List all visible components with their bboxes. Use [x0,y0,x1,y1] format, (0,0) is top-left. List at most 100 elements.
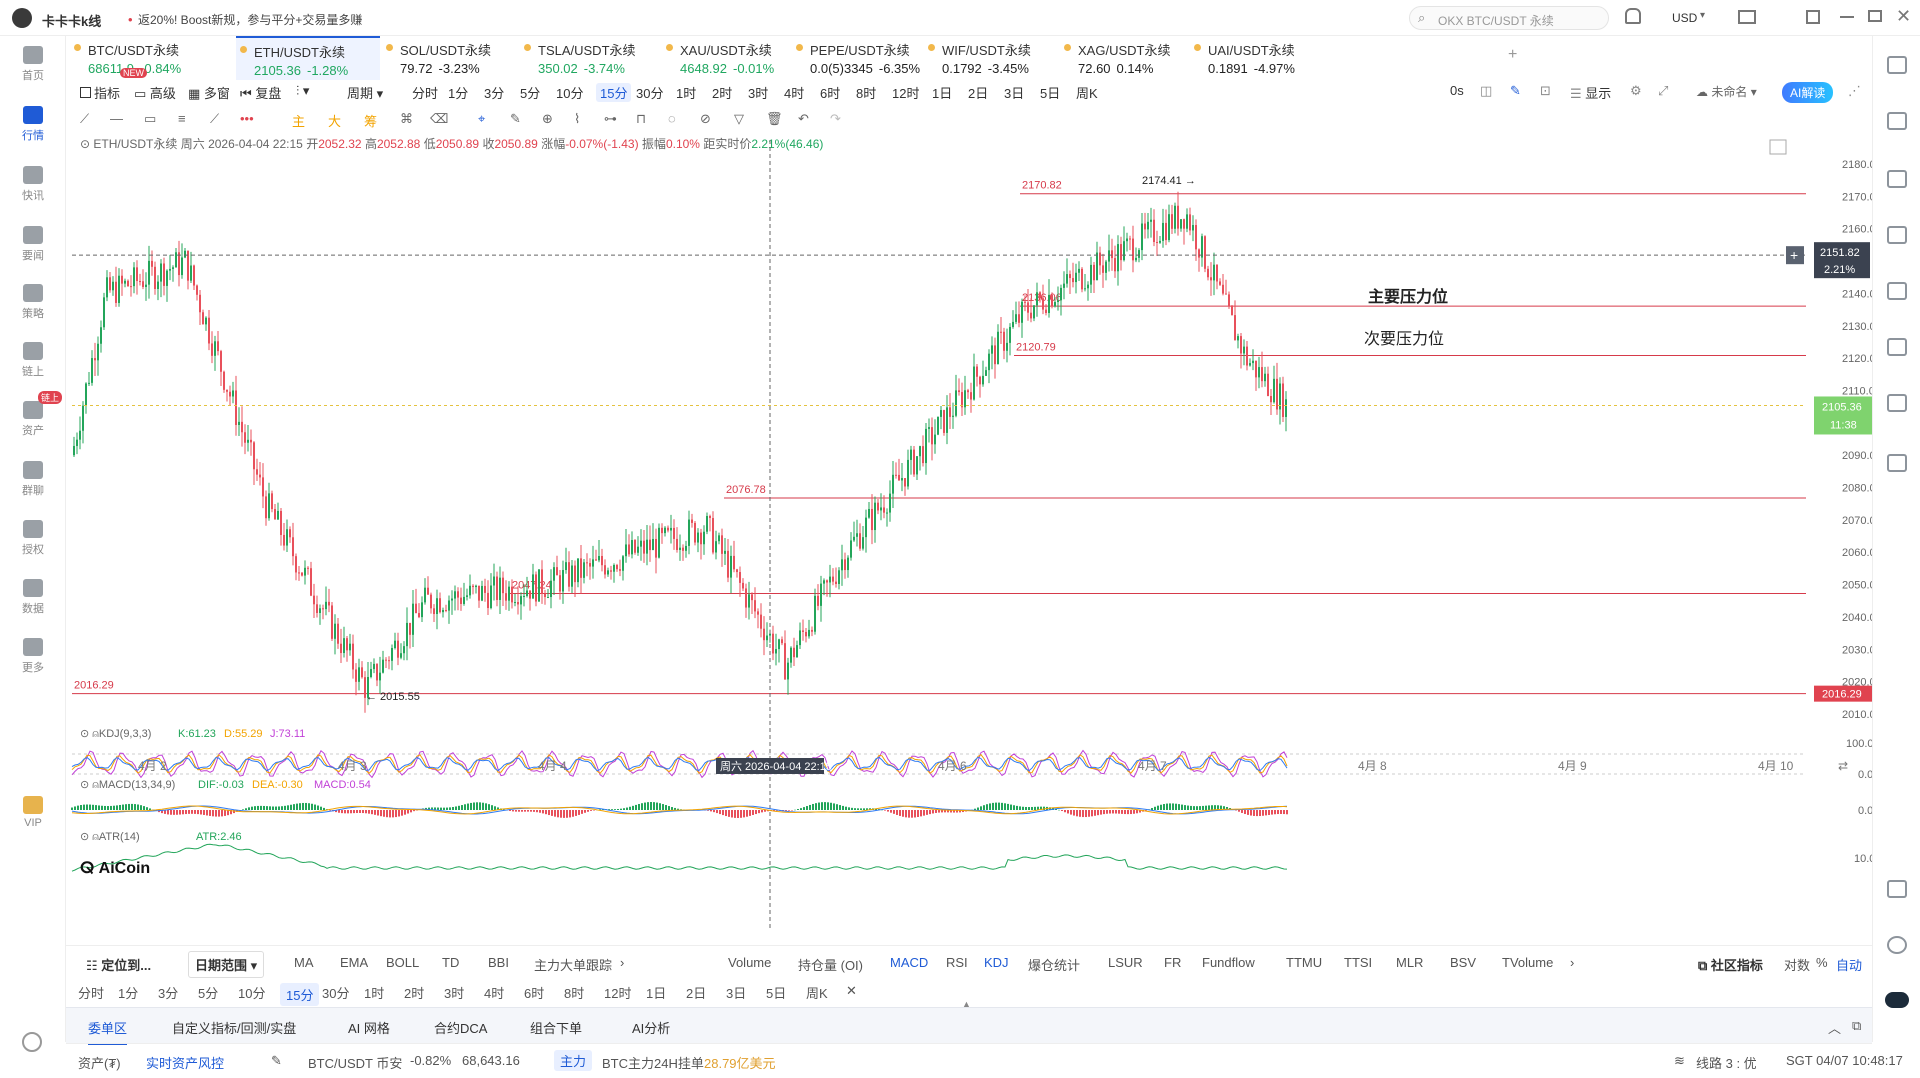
nav-item-11[interactable]: VIP [0,796,66,829]
ticker-tab[interactable]: BTC/USDT永续 68611.9 -0.84% NEW [70,36,226,80]
search-input[interactable]: ⌕ OKX BTC/USDT 永续 [1409,6,1609,30]
window-pin-icon[interactable] [1806,10,1820,24]
sub-indicator-持仓量 (OI)[interactable]: 持仓量 (OI) [798,958,863,973]
grid-icon[interactable] [1887,56,1907,74]
sub-indicator-BSV[interactable]: BSV [1450,955,1477,970]
fullscreen-icon[interactable]: ⤢ [1658,83,1669,98]
panel-tab-3[interactable]: 合约DCA [434,1021,488,1036]
sub-indicator-KDJ[interactable]: KDJ [984,955,1009,970]
sub-indicator-Volume[interactable]: Volume [728,955,772,970]
ticker-tab[interactable]: PEPE/USDT永续 0.0(5)3345 -6.35% [792,36,922,80]
pen-icon[interactable]: ✎ [1510,83,1521,98]
mail-icon[interactable] [1738,10,1756,24]
collapse-icon[interactable]: ⊙ [80,137,94,151]
ai-interpret-button[interactable]: AI解读 [1782,82,1834,103]
crosshair-plus-icon[interactable] [1786,246,1804,265]
interval-1日[interactable]: 1日 [932,86,953,101]
nav-item-3[interactable]: 要闻 [0,226,66,263]
interval-3分[interactable]: 3分 [484,86,505,101]
sub-indicator-TTSI[interactable]: TTSI [1344,955,1373,970]
main-indicator-BOLL[interactable]: BOLL [386,955,420,970]
nav-item-6[interactable]: 资产 链上 [0,391,66,438]
exchange-icon[interactable] [1887,454,1907,472]
chart-type-button[interactable]: ⫶ ▾ [296,83,309,99]
nav-item-2[interactable]: 快讯 [0,166,66,203]
replay-button[interactable]: ⏮ 复盘 [240,86,282,101]
settings-icon[interactable]: ⚙ [1630,83,1642,98]
close-icon[interactable]: ✕ [1896,6,1912,26]
ticker-tab[interactable]: WIF/USDT永续 0.1792 -3.45% [924,36,1058,80]
add-tab-icon[interactable]: + [1508,46,1518,63]
bottom-interval-12时[interactable]: 12时 [604,986,632,1001]
zoom-icon[interactable]: ⊕ [542,111,553,126]
bell-icon[interactable] [1625,8,1641,24]
eraser-icon[interactable]: ⌫ [430,111,449,126]
bottom-interval-1日[interactable]: 1日 [646,986,667,1001]
monitor-icon[interactable] [1887,282,1907,300]
panel-icon[interactable] [1887,880,1907,898]
trend-icon[interactable] [1887,226,1907,244]
sub-indicator-Fundflow[interactable]: Fundflow [1202,955,1255,970]
nav-item-8[interactable]: 授权 [0,520,66,557]
channel-icon[interactable]: ≡ [178,111,186,126]
bottom-interval-2时[interactable]: 2时 [404,986,425,1001]
document-icon[interactable] [1887,112,1907,130]
interval-6时[interactable]: 6时 [820,86,841,101]
dots-icon[interactable]: ••• [240,111,254,126]
bottom-interval-周K[interactable]: 周K [806,986,828,1001]
main-indicator-EMA[interactable]: EMA [340,955,369,970]
trendline-icon[interactable]: ⟋ [80,111,90,126]
ticker-tab[interactable]: ETH/USDT永续 2105.36 -1.28% [236,36,380,80]
kdj-title[interactable]: ⊙ ⍝KDJ(9,3,3) [80,728,151,740]
pair-name[interactable]: BTC/USDT 币安 [308,1056,403,1071]
route-status[interactable]: 线路 3 : 优 [1696,1056,1757,1071]
hline-icon[interactable]: — [110,111,123,126]
interval-2日[interactable]: 2日 [968,86,989,101]
panel-tab-1[interactable]: 自定义指标/回测/实盘 [172,1021,297,1036]
etf-icon[interactable] [1887,338,1907,356]
brush-icon[interactable]: ⌇ [574,111,581,126]
interval-15分[interactable]: 15分 [596,83,632,102]
rect-icon[interactable]: ▭ [144,111,157,126]
chip-toggle[interactable]: 筹 [364,114,378,129]
auto-toggle[interactable]: 自动 [1836,958,1863,973]
nav-item-1[interactable]: 行情 [0,106,66,143]
main-indicator-主力大单跟踪[interactable]: 主力大单跟踪 [534,958,613,973]
maximize-icon[interactable] [1868,10,1882,22]
major-resistance-label[interactable]: 主要压力位 [1368,287,1448,306]
main-indicator-more-icon[interactable]: › [620,955,625,970]
link-icon[interactable]: ⊘ [700,111,711,126]
axis-corner-icon[interactable]: ⇄ [1838,759,1848,773]
indicator-button[interactable]: 指标 [80,83,120,102]
trash-icon[interactable]: 🗑 [766,111,783,126]
interval-5分[interactable]: 5分 [520,86,541,101]
dollar-icon[interactable] [1887,170,1907,188]
bottom-interval-8时[interactable]: 8时 [564,986,585,1001]
filter-icon[interactable]: ▽ [734,111,744,126]
sub-indicator-爆仓统计[interactable]: 爆仓统计 [1028,958,1081,973]
close-interval-bar-icon[interactable]: ✕ [846,983,857,998]
advanced-button[interactable]: ▭ 高级 [134,86,176,101]
main-indicator-MA[interactable]: MA [294,955,314,970]
minimize-icon[interactable] [1840,16,1854,18]
display-button[interactable]: ☰ 显示 [1570,86,1612,101]
sub-indicator-RSI[interactable]: RSI [946,955,968,970]
locate-button[interactable]: ☷ 定位到... [86,958,152,973]
interval-3时[interactable]: 3时 [748,86,769,101]
undo-icon[interactable]: ↶ [798,111,809,126]
minor-resistance-label[interactable]: 次要压力位 [1364,330,1444,348]
nav-item-10[interactable]: 更多 [0,638,66,675]
camera-icon[interactable]: ◫ [1480,83,1493,98]
multi-window-button[interactable]: ▦ 多窗 [188,86,230,101]
interval-5日[interactable]: 5日 [1040,86,1061,101]
hide-icon[interactable]: ◌ [668,111,676,126]
interval-30分[interactable]: 30分 [636,86,664,101]
sub-indicator-MACD[interactable]: MACD [890,955,929,970]
atr-title[interactable]: ⊙ ⍝ATR(14) [80,831,140,843]
bottom-interval-5分[interactable]: 5分 [198,986,219,1001]
nav-item-5[interactable]: 链上 [0,342,66,379]
panel-tab-4[interactable]: 组合下单 [530,1021,583,1036]
lock-icon[interactable]: ⊓ [636,111,647,126]
expand-panel-icon[interactable]: ︿ [1828,1021,1842,1036]
bottom-interval-分时[interactable]: 分时 [78,986,105,1001]
